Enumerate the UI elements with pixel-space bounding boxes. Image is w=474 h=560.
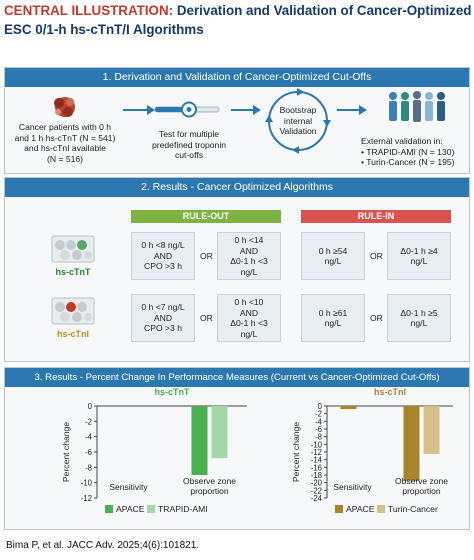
external-item: • Turin-Cancer (N = 195) [361,157,455,167]
y-axis-label: Percent change [61,422,71,482]
y-tick-label: -24 [311,494,323,503]
patients-text: Cancer patients with 0 h and 1 h hs-cTnT… [14,122,116,164]
tnt-rule-out-2: 0 h <14 AND Δ0-1 h <3 ng/L [217,232,281,280]
external-item: • TRAPID-AMI (N = 130) [361,146,455,157]
rule-out-header: RULE-OUT [131,210,281,223]
or-label: OR [370,251,383,261]
y-tick-label: -8 [85,463,92,472]
y-tick-label: -10 [81,479,93,488]
category-label: Observe zone [183,476,236,486]
legend-label: APACE [346,504,375,514]
y-tick-label: -4 [85,433,93,442]
derivation-panel: 1. Derivation and Validation of Cancer-O… [4,67,470,174]
bar-apace [403,406,420,481]
legend-label: Turin-Cancer [388,504,438,514]
slider-icon [154,101,220,118]
bar-trapid-ami [211,406,228,459]
legend-swatch [147,505,155,513]
y-tick-label: -6 [315,425,322,434]
y-tick-label: 0 [318,402,323,411]
panel3-header: 3. Results - Percent Change In Performan… [5,368,469,387]
bar-apace [340,406,357,410]
chart-title: hs-cTnI [374,388,406,397]
tni-sample-tubes-icon [51,297,95,325]
category-label: proportion [402,486,441,496]
legend-swatch [377,505,385,513]
y-tick-label: 0 [88,402,93,411]
external-validation-text: External validation in: • TRAPID-AMI (N … [361,136,469,168]
legend-label: APACE [116,504,145,514]
y-tick-label: -12 [311,448,322,457]
y-tick-label: -16 [311,463,322,472]
bootstrap-cycle-icon [265,88,331,154]
tnt-rule-in-2: Δ0-1 h ≥4 ng/L [387,232,451,280]
panel2-header: 2. Results - Cancer Optimized Algorithms [5,178,469,197]
y-tick-label: -18 [311,471,322,480]
panel1-header: 1. Derivation and Validation of Cancer-O… [5,68,469,87]
y-tick-label: -12 [81,494,92,503]
title-bar: CENTRAL ILLUSTRATION: Derivation and Val… [0,0,474,44]
legend-swatch [335,505,343,513]
title-lead: CENTRAL ILLUSTRATION: [4,3,174,18]
y-tick-label: -2 [85,417,92,426]
citation: Bima P, et al. JACC Adv. 2025;4(6):10182… [6,540,200,551]
arrow-right-icon [123,105,155,115]
y-tick-label: -22 [311,486,322,495]
title-line-2: ESC 0/1-h hs-cTnT/I Algorithms [4,22,204,37]
y-tick-label: -10 [311,440,323,449]
footer: Bima P, et al. JACC Adv. 2025;4(6):10182… [0,530,474,560]
title-line-1: CENTRAL ILLUSTRATION: Derivation and Val… [4,3,471,18]
bar-turin-cancer [423,406,440,454]
tni-rule-out-1: 0 h <7 ng/L AND CPO >3 h [131,294,195,342]
tni-rule-out-2: 0 h <10 AND Δ0-1 h <3 ng/L [217,294,281,342]
category-label: Sensitivity [333,482,372,492]
legend-swatch [105,505,113,513]
y-tick-label: -2 [315,410,322,419]
tnt-label: hs-cTnT [55,267,91,277]
people-group-icon [389,91,445,122]
y-axis-label: Percent change [291,422,301,482]
y-tick-label: -6 [85,448,92,457]
y-tick-label: -8 [315,433,322,442]
bootstrap-text: Bootstrap internal Validation [279,105,317,136]
tni-label: hs-cTnI [56,329,89,339]
tnt-sample-tubes-icon [51,235,95,263]
algorithms-panel: 2. Results - Cancer Optimized Algorithms… [4,177,470,362]
or-label: OR [200,313,213,323]
category-label: proportion [190,486,229,496]
performance-panel: 3. Results - Percent Change In Performan… [4,367,470,530]
or-label: OR [370,313,383,323]
legend-label: TRAPID-AMI [158,504,208,514]
rule-in-header: RULE-IN [301,210,451,223]
category-label: Observe zone [395,476,448,486]
tnt-rule-in-1: 0 h ≥54 ng/L [301,232,365,280]
category-label: Sensitivity [109,482,148,492]
test-cutoffs-text: Test for multiple predefined troponin cu… [151,129,227,160]
or-label: OR [200,251,213,261]
y-tick-label: -14 [311,456,323,465]
bar-apace [191,406,208,475]
y-tick-label: -20 [311,479,323,488]
arrow-right-icon [231,105,261,115]
tni-rule-in-1: 0 h ≥61 ng/L [301,294,365,342]
external-validation-title: External validation in: [361,136,443,146]
chart-title: hs-cTnT [155,388,191,397]
arrow-right-icon [337,105,367,115]
y-tick-label: -4 [315,417,323,426]
blood-cells-icon [54,97,75,117]
title-rest: Derivation and Validation of Cancer-Opti… [176,3,472,18]
tnt-rule-out-1: 0 h <8 ng/L AND CPO >3 h [131,232,195,280]
tni-rule-in-2: Δ0-1 h ≥5 ng/L [387,294,451,342]
